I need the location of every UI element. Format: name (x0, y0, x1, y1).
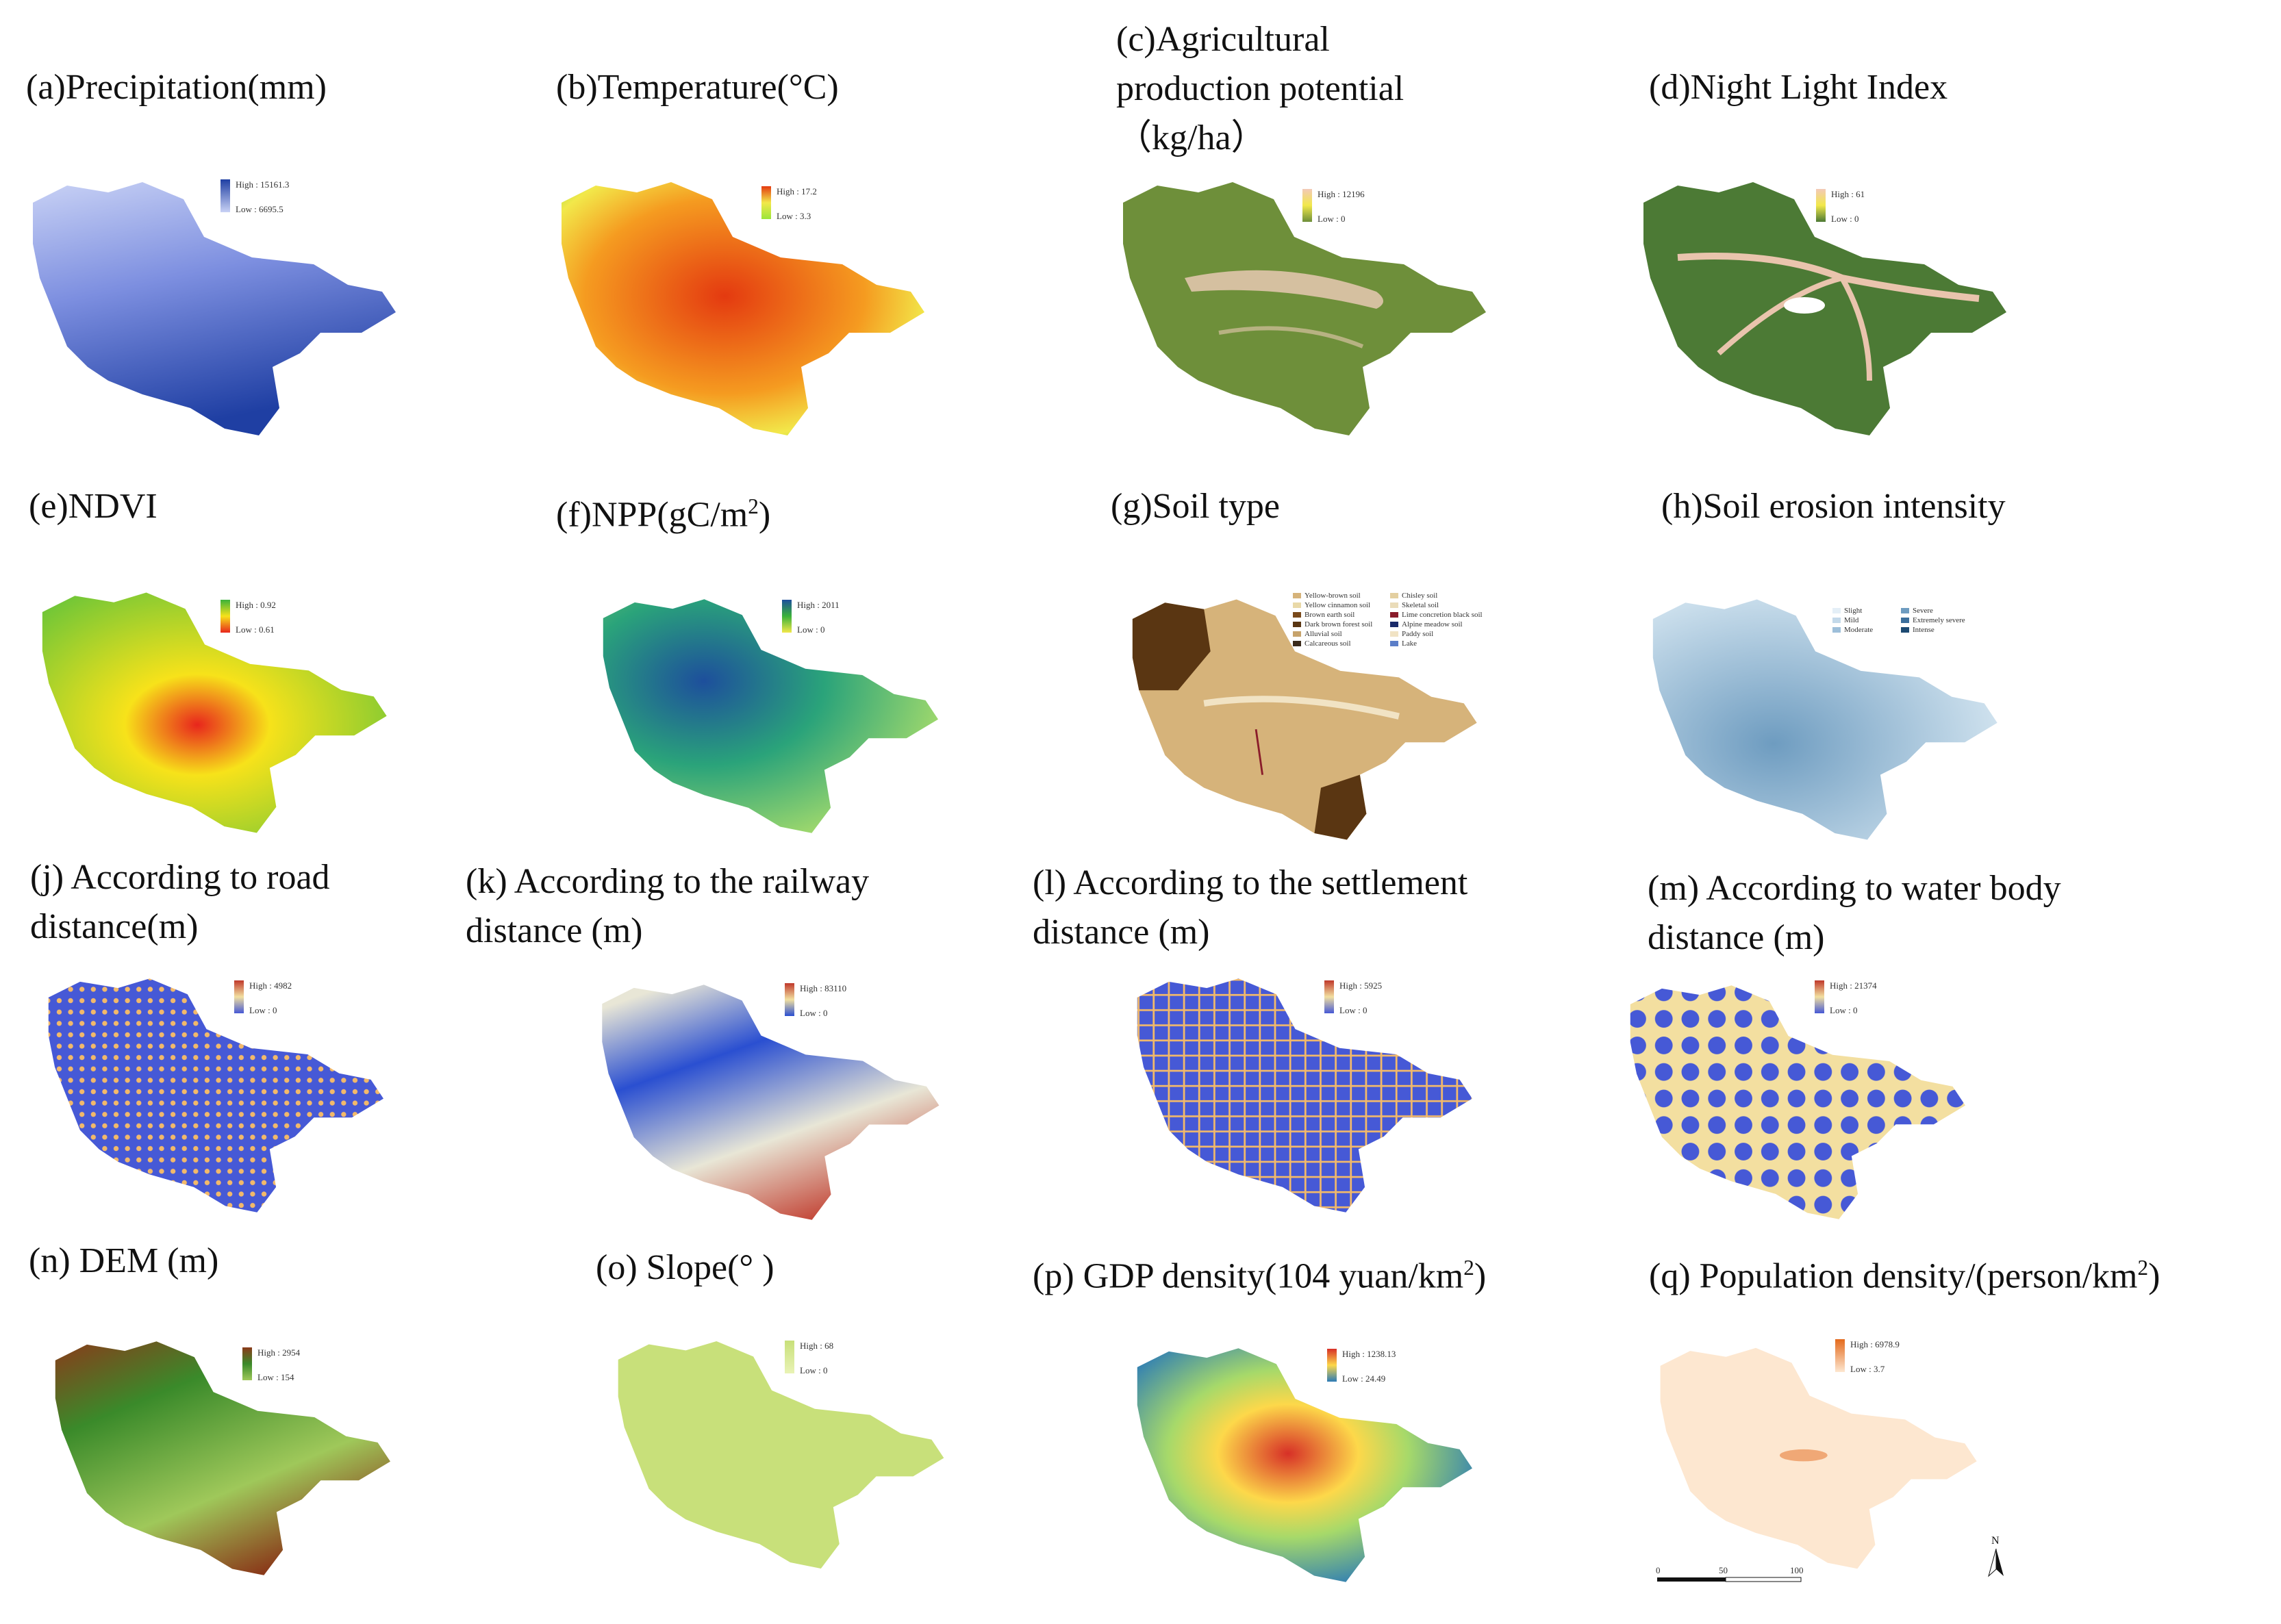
map-night-light (1643, 182, 2006, 435)
panel-title-q: (q) Population density/(person/km2) (1649, 1256, 2160, 1296)
map-ndvi (42, 592, 387, 833)
map-water-distance (1630, 985, 1965, 1219)
map-slope (618, 1341, 944, 1569)
panel-title-n: (n) DEM (m) (29, 1241, 219, 1280)
map-road-distance (48, 978, 383, 1213)
map-agricultural-potential (1123, 182, 1486, 435)
map-npp (603, 599, 938, 833)
panel-title-o: (o) Slope(° ) (596, 1248, 774, 1287)
map-dem (55, 1341, 390, 1575)
legend-h: Slight Mild Moderate Severe Extremely se… (1832, 607, 1983, 648)
scale-bar (1657, 1577, 1802, 1582)
panel-title-k: (k) According to the railway distance (m… (466, 862, 870, 950)
map-gdp-density (1137, 1348, 1472, 1582)
map-precipitation (33, 182, 396, 435)
map-settlement-distance (1137, 978, 1472, 1213)
panel-title-a: (a)Precipitation(mm) (26, 68, 327, 107)
panel-title-e: (e)NDVI (29, 487, 157, 526)
north-arrow-icon (1988, 1549, 2004, 1577)
map-soil-type (1132, 599, 1477, 840)
legend-g: Yellow-brown soil Yellow cinnamon soil B… (1293, 592, 1526, 674)
map-temperature (562, 182, 924, 435)
panel-title-l: (l) According to the settlement distance… (1033, 863, 1468, 952)
panel-title-c: (c)Agricultural production potential （kg… (1116, 20, 1404, 157)
panel-title-f: (f)NPP(gC/m2) (556, 494, 771, 535)
map-railway-distance (602, 985, 940, 1220)
panel-title-g: (g)Soil type (1111, 487, 1280, 526)
panel-title-h: (h)Soil erosion intensity (1661, 487, 2006, 526)
panel-title-p: (p) GDP density(104 yuan/km2) (1033, 1256, 1487, 1296)
panel-title-b: (b)Temperature(°C) (556, 68, 839, 107)
panel-title-d: (d)Night Light Index (1649, 68, 1948, 107)
north-arrow-label: N (1991, 1535, 2000, 1547)
panel-title-j: (j) According to road distance(m) (30, 858, 330, 946)
map-population-density (1660, 1347, 1977, 1569)
panel-title-m: (m) According to water body distance (m) (1648, 869, 2061, 957)
